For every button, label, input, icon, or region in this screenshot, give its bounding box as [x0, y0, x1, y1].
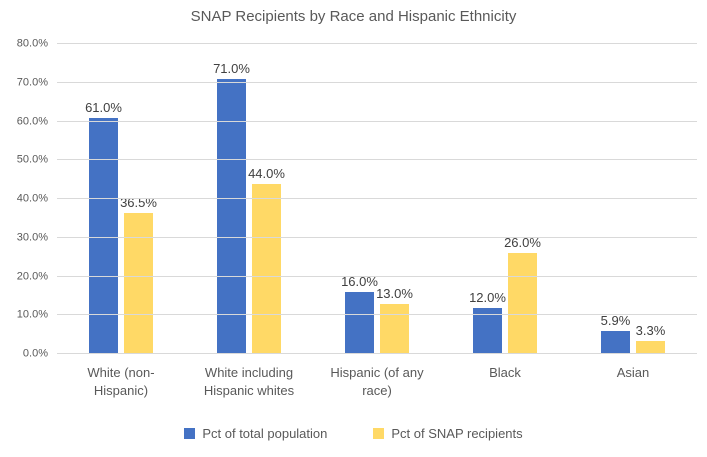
legend-swatch — [184, 428, 196, 439]
bar-group: 16.0% 13.0% — [313, 44, 441, 354]
legend-item: Pct of total population — [184, 426, 327, 441]
gridline — [57, 236, 697, 238]
legend-label: Pct of SNAP recipients — [391, 426, 523, 441]
bar-group: 71.0% 44.0% — [185, 44, 313, 354]
value-label: 44.0% — [248, 165, 285, 181]
bar-series-0: 5.9% — [601, 314, 630, 354]
chart-title: SNAP Recipients by Race and Hispanic Eth… — [190, 8, 517, 25]
plot-area: 61.0% 36.5% 71.0% 44.0% 16.0% 13.0% 12.0% 26.0%… — [57, 43, 697, 354]
value-label: 16.0% — [341, 274, 378, 289]
x-axis-label: Hispanic (of any race) — [330, 365, 424, 398]
x-axis-label: Asian — [616, 365, 650, 380]
y-tick-label: 20.0% — [16, 270, 48, 282]
y-tick-label: 80.0% — [16, 37, 48, 50]
bar-series-0: 16.0% — [341, 275, 378, 354]
legend-item: Pct of SNAP recipients — [373, 426, 523, 441]
x-axis-labels: White (non-Hispanic) White including Hisp… — [57, 364, 697, 399]
y-tick-label: 60.0% — [16, 115, 48, 127]
bar-series-0: 12.0% — [469, 291, 506, 354]
y-tick-label: 50.0% — [16, 153, 48, 166]
value-label: 3.3% — [635, 323, 666, 339]
bar-series-1: 36.5% — [120, 196, 157, 354]
gridline — [57, 81, 697, 83]
bar-series-1: 44.0% — [248, 167, 285, 354]
bar-series-1: 3.3% — [636, 324, 665, 354]
y-tick-label: 10.0% — [16, 308, 48, 321]
bar-group: 61.0% 36.5% — [57, 44, 185, 354]
value-label: 61.0% — [85, 99, 122, 115]
bar-group: 5.9% 3.3% — [569, 44, 697, 354]
gridline — [57, 43, 697, 44]
bar-series-1: 26.0% — [504, 236, 541, 354]
gridline — [57, 353, 697, 354]
value-label: 12.0% — [469, 289, 506, 305]
bar-group: 12.0% 26.0% — [441, 44, 569, 354]
gridline — [57, 275, 697, 277]
gridline — [57, 120, 697, 122]
value-label: 5.9% — [600, 313, 631, 329]
legend-label: Pct of total population — [202, 426, 328, 441]
x-axis-label: Black — [489, 365, 521, 380]
legend: Pct of total population Pct of SNAP recip… — [0, 426, 707, 441]
y-tick-label: 0.0% — [22, 347, 48, 360]
value-label: 13.0% — [376, 285, 413, 301]
x-axis-label: White including Hispanic whites — [203, 365, 295, 398]
gridline — [57, 198, 697, 199]
x-axis-label: White (non-Hispanic) — [87, 365, 155, 398]
y-tick-label: 70.0% — [16, 76, 48, 89]
legend-swatch — [373, 428, 385, 439]
y-tick-label: 40.0% — [16, 192, 48, 205]
bar-series-1: 13.0% — [376, 287, 413, 354]
y-tick-label: 30.0% — [16, 231, 48, 244]
bar-groups: 61.0% 36.5% 71.0% 44.0% 16.0% 13.0% 12.0% 26.0%… — [57, 44, 697, 354]
value-label: 71.0% — [213, 60, 250, 76]
gridline — [57, 159, 697, 161]
bar-series-0: 71.0% — [213, 62, 250, 354]
y-axis: 0.0% 10.0% 20.0% 30.0% 40.0% 50.0% 60.0% 70.0% 8… — [0, 38, 48, 359]
gridline — [57, 314, 697, 316]
value-label: 26.0% — [504, 235, 541, 251]
